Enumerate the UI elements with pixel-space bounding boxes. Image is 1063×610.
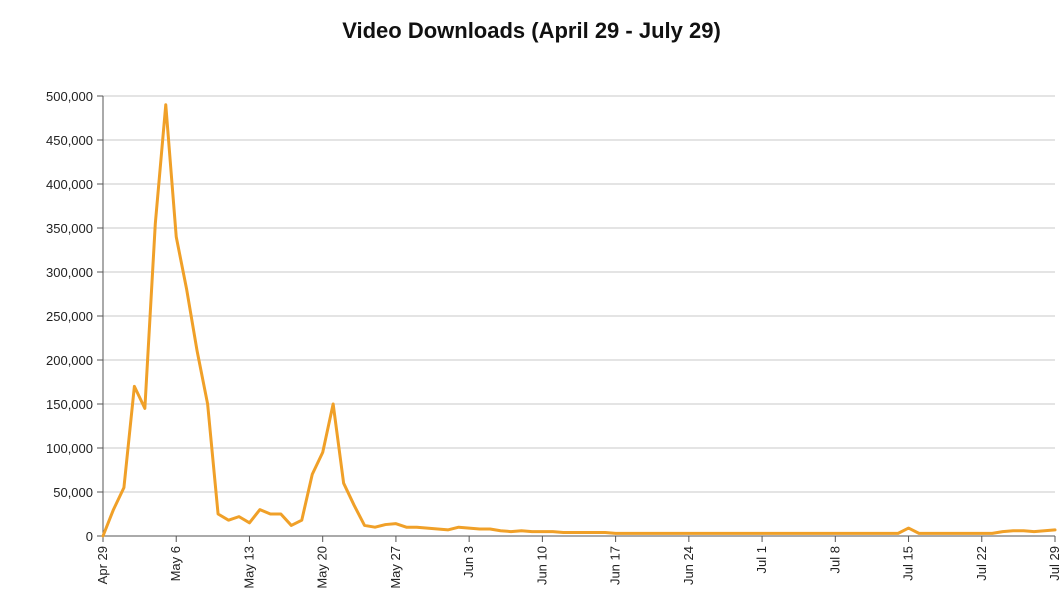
y-tick-label: 0 — [86, 529, 93, 544]
y-tick-label: 100,000 — [46, 441, 93, 456]
x-tick-label: Jun 24 — [681, 546, 696, 585]
axes — [97, 96, 1055, 542]
y-tick-label: 150,000 — [46, 397, 93, 412]
x-tick-label: Apr 29 — [95, 546, 110, 584]
y-tick-label: 350,000 — [46, 221, 93, 236]
x-tick-label: Jun 3 — [461, 546, 476, 578]
y-tick-label: 500,000 — [46, 89, 93, 104]
x-tick-label: May 27 — [388, 546, 403, 589]
y-tick-label: 50,000 — [53, 485, 93, 500]
y-tick-label: 250,000 — [46, 309, 93, 324]
x-tick-label: Jul 1 — [754, 546, 769, 573]
series — [103, 105, 1055, 536]
x-tick-label: Jun 10 — [534, 546, 549, 585]
x-tick-labels: Apr 29 May 6 May 13 May 20 May 27 Jun 3 Jun 10… — [95, 546, 1062, 589]
x-tick-label: Jul 8 — [827, 546, 842, 573]
y-tick-label: 450,000 — [46, 133, 93, 148]
y-tick-label: 200,000 — [46, 353, 93, 368]
y-tick-label: 400,000 — [46, 177, 93, 192]
x-tick-label: Jun 17 — [608, 546, 623, 585]
y-tick-labels: 0 50,000 100,000 150,000 200,000 250,000 300,0… — [46, 89, 93, 544]
x-tick-label: Jul 29 — [1047, 546, 1062, 581]
x-tick-label: Jul 15 — [901, 546, 916, 581]
x-tick-label: May 6 — [168, 546, 183, 581]
y-tick-label: 300,000 — [46, 265, 93, 280]
series-line-0 — [103, 105, 1055, 536]
x-tick-label: May 13 — [241, 546, 256, 589]
gridlines — [103, 96, 1055, 492]
x-tick-label: Jul 22 — [974, 546, 989, 581]
x-tick-label: May 20 — [315, 546, 330, 589]
